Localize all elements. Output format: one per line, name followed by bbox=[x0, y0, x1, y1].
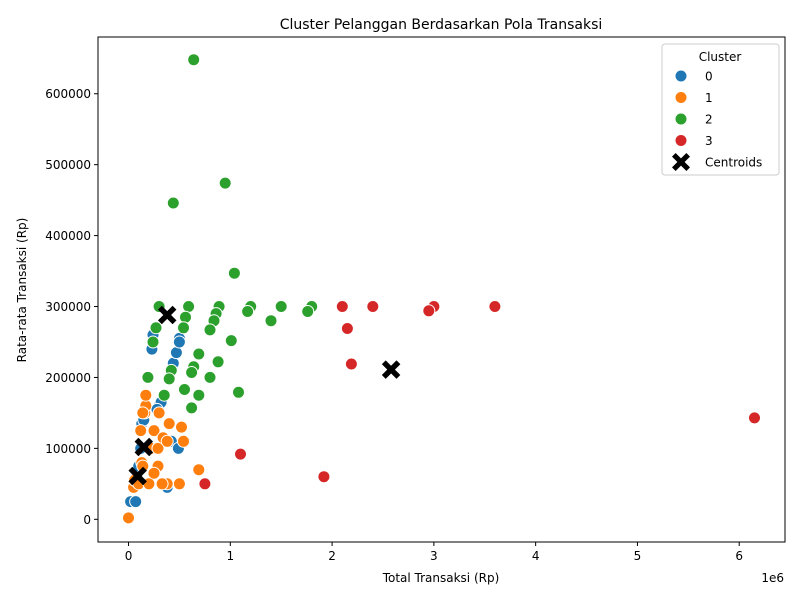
data-point-cluster-1 bbox=[175, 420, 188, 434]
data-point-cluster-1 bbox=[122, 511, 135, 525]
x-tick-label: 6 bbox=[735, 549, 743, 563]
data-point-cluster-3 bbox=[422, 304, 436, 318]
y-tick-label: 400000 bbox=[45, 229, 91, 243]
legend: Cluster 0 1 2 3 Centroids bbox=[661, 43, 780, 176]
legend-label-centroids: Centroids bbox=[705, 156, 762, 170]
legend-title: Cluster bbox=[699, 50, 742, 64]
data-point-cluster-1 bbox=[177, 434, 190, 448]
data-point-cluster-1 bbox=[151, 441, 165, 455]
data-point-cluster-2 bbox=[185, 401, 199, 415]
plot-frame bbox=[97, 36, 786, 543]
data-point-cluster-2 bbox=[192, 388, 206, 402]
centroid-marker bbox=[381, 360, 401, 379]
x-tick-label: 2 bbox=[328, 549, 336, 563]
legend-label-cluster-3: 3 bbox=[705, 134, 713, 148]
data-point-cluster-1 bbox=[172, 477, 186, 491]
data-point-cluster-2 bbox=[149, 321, 163, 335]
data-point-cluster-1 bbox=[136, 406, 150, 420]
data-point-cluster-2 bbox=[301, 305, 315, 318]
x-axis-label: Total Transaksi (Rp) bbox=[382, 571, 500, 585]
legend-label-cluster-2: 2 bbox=[705, 113, 713, 127]
data-point-cluster-0 bbox=[129, 495, 143, 509]
data-point-cluster-2 bbox=[141, 370, 155, 384]
data-point-cluster-2 bbox=[157, 388, 171, 402]
y-axis-label: Rata-rata Transaksi (Rp) bbox=[15, 218, 29, 363]
data-point-cluster-2 bbox=[241, 305, 255, 318]
data-point-cluster-0 bbox=[172, 335, 186, 349]
y-axis: 0 100000 200000 300000 400000 500000 600000 bbox=[45, 87, 98, 527]
data-point-cluster-1 bbox=[155, 477, 169, 491]
y-tick-label: 100000 bbox=[45, 442, 91, 456]
data-point-cluster-2 bbox=[203, 370, 217, 384]
data-point-cluster-3 bbox=[748, 411, 761, 425]
data-point-cluster-1 bbox=[147, 466, 161, 480]
y-tick-label: 300000 bbox=[45, 300, 91, 314]
y-tick-label: 600000 bbox=[45, 87, 91, 101]
data-point-cluster-2 bbox=[166, 196, 180, 210]
data-point-cluster-1 bbox=[134, 424, 148, 438]
legend-box bbox=[661, 43, 780, 176]
legend-label-cluster-1: 1 bbox=[705, 91, 713, 105]
centroid-marker bbox=[128, 466, 148, 486]
data-point-cluster-3 bbox=[317, 470, 331, 484]
data-point-cluster-1 bbox=[192, 463, 206, 477]
legend-marker-cluster-3 bbox=[674, 134, 688, 147]
data-point-cluster-3 bbox=[340, 322, 354, 335]
data-point-cluster-2 bbox=[192, 347, 206, 361]
plot-area bbox=[122, 53, 761, 525]
data-point-cluster-3 bbox=[335, 300, 349, 313]
data-point-cluster-2 bbox=[177, 321, 190, 335]
data-point-cluster-2 bbox=[203, 323, 217, 337]
data-point-cluster-2 bbox=[211, 355, 225, 369]
data-point-cluster-3 bbox=[344, 357, 358, 371]
data-point-cluster-2 bbox=[179, 310, 192, 324]
data-point-cluster-2 bbox=[187, 53, 201, 67]
x-tick-label: 5 bbox=[634, 549, 642, 563]
data-point-cluster-1 bbox=[147, 424, 161, 438]
legend-marker-cluster-0 bbox=[674, 69, 688, 83]
data-point-cluster-2 bbox=[218, 176, 232, 190]
y-tick-label: 200000 bbox=[45, 371, 91, 385]
x-axis-scale-label: 1e6 bbox=[761, 571, 784, 585]
data-point-cluster-1 bbox=[160, 434, 174, 448]
legend-label-cluster-0: 0 bbox=[705, 70, 713, 84]
x-tick-label: 1 bbox=[226, 549, 234, 563]
legend-marker-cluster-2 bbox=[674, 112, 688, 126]
y-tick-label: 500000 bbox=[45, 158, 91, 172]
data-point-cluster-2 bbox=[182, 300, 196, 313]
data-point-cluster-2 bbox=[232, 385, 245, 399]
data-point-cluster-2 bbox=[185, 366, 199, 379]
legend-marker-cluster-1 bbox=[674, 91, 688, 104]
data-point-cluster-1 bbox=[162, 417, 176, 431]
data-point-cluster-1 bbox=[139, 388, 153, 402]
data-point-cluster-2 bbox=[274, 300, 288, 313]
data-point-cluster-2 bbox=[224, 334, 238, 348]
x-tick-label: 0 bbox=[125, 549, 133, 563]
data-point-cluster-2 bbox=[227, 266, 241, 280]
data-point-cluster-0 bbox=[169, 346, 183, 360]
data-point-cluster-1 bbox=[152, 406, 166, 420]
centroid-marker bbox=[134, 437, 154, 457]
x-tick-label: 3 bbox=[430, 549, 438, 563]
data-point-cluster-2 bbox=[146, 335, 160, 349]
data-point-cluster-3 bbox=[234, 447, 247, 461]
data-point-cluster-3 bbox=[488, 300, 502, 313]
data-point-cluster-3 bbox=[198, 477, 212, 491]
data-point-cluster-3 bbox=[366, 300, 380, 313]
chart-title: Cluster Pelanggan Berdasarkan Pola Trans… bbox=[280, 17, 603, 33]
legend-marker-centroids bbox=[672, 153, 690, 171]
data-point-cluster-2 bbox=[162, 372, 176, 386]
x-tick-label: 4 bbox=[532, 549, 540, 563]
y-tick-label: 0 bbox=[83, 513, 91, 527]
x-axis: 0 1 2 3 4 5 6 bbox=[125, 542, 743, 563]
data-point-cluster-2 bbox=[178, 383, 191, 396]
data-point-cluster-2 bbox=[264, 314, 278, 328]
centroid-marker bbox=[157, 305, 177, 325]
